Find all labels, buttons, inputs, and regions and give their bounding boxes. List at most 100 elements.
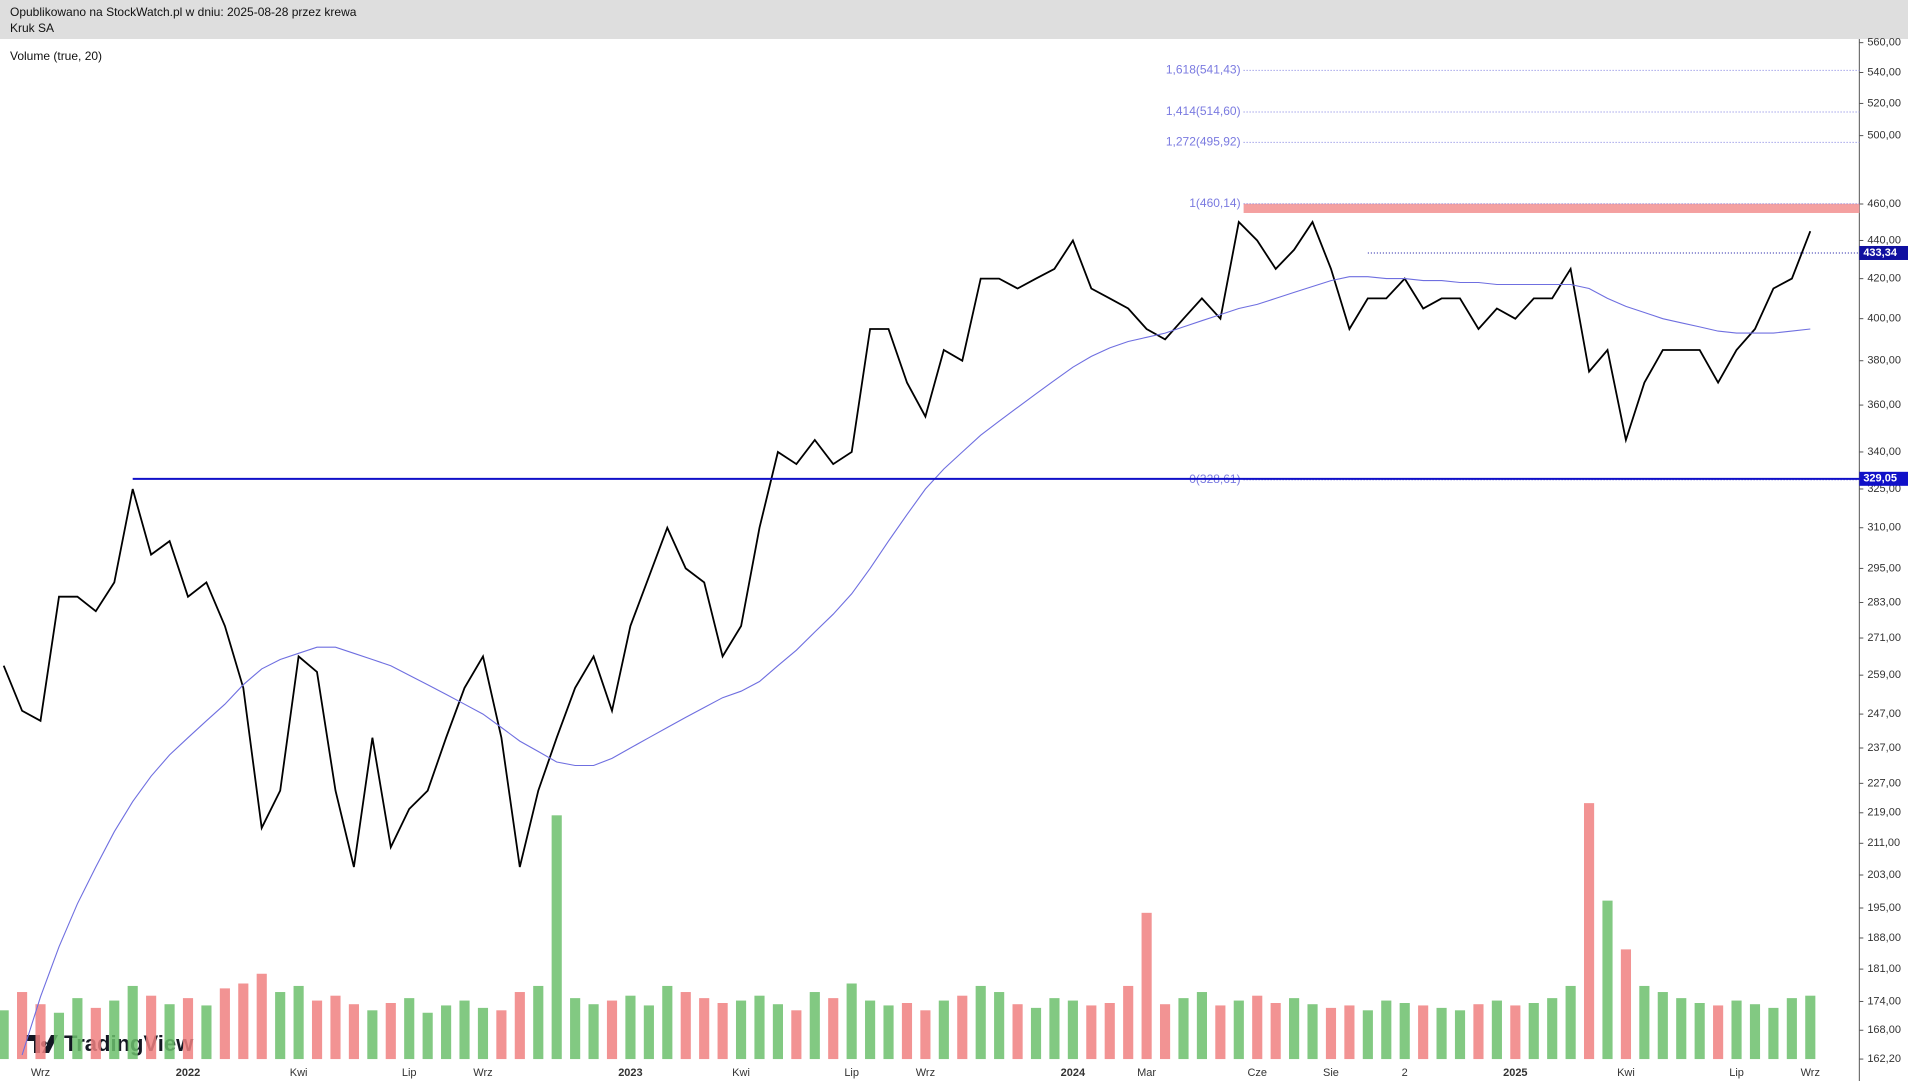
price-label: 329,05 [1863,473,1897,485]
y-tick-label: 283,00 [1867,596,1901,608]
volume-bar [1639,985,1650,1060]
volume-bar [1049,998,1060,1060]
resistance-zone [1243,203,1860,213]
volume-bar [1436,1007,1447,1060]
header: Opublikowano na StockWatch.pl w dniu: 20… [0,0,1908,39]
y-tick-label: 203,00 [1867,869,1901,881]
y-tick-label: 500,00 [1867,130,1901,142]
volume-bar [625,995,636,1060]
volume-bar [1325,1007,1337,1060]
volume-bar [791,1010,802,1060]
volume-bar [957,995,968,1060]
y-tick-label: 195,00 [1867,902,1901,914]
volume-bar [846,983,857,1060]
y-tick-label: 460,00 [1867,198,1901,210]
volume-bar [1528,1003,1539,1060]
volume-bar [1178,998,1189,1060]
volume-bar [1768,1007,1779,1060]
volume-bar [588,1004,599,1060]
y-tick-label: 295,00 [1867,562,1901,574]
volume-bar [146,995,157,1060]
volume-bar [1418,1005,1429,1060]
volume-bar [1583,803,1595,1060]
y-tick-label: 219,00 [1867,807,1901,819]
y-tick-label: 174,00 [1867,995,1901,1007]
volume-bar [238,983,249,1060]
y-tick-label: 440,00 [1867,234,1901,246]
x-tick-label: 2024 [1061,1067,1086,1079]
volume-bar [477,1007,489,1060]
volume-bar [201,1005,212,1060]
volume-bar [1676,998,1687,1060]
volume-bar [662,985,673,1060]
volume-bar [551,815,562,1060]
volume-bar [1196,992,1208,1060]
volume-bar [1547,998,1558,1060]
x-tick-label: Kwi [732,1067,750,1079]
volume-bar [994,992,1005,1060]
volume-bar [1565,985,1576,1060]
price-line [2,220,1812,868]
volume-bar [1104,1003,1115,1060]
volume-bar [1344,1005,1355,1060]
x-tick-label: Sie [1323,1067,1339,1079]
volume-bar [496,1010,507,1060]
volume-bar [1620,949,1632,1060]
x-tick-label: Wrz [31,1067,50,1079]
volume-bar [1141,912,1152,1060]
fib-label: 1,414(514,60) [1166,104,1241,118]
volume-bar [938,1000,949,1060]
x-tick-label: Wrz [473,1067,492,1079]
x-tick-label: Lip [402,1067,417,1079]
volume-bar [1491,1000,1502,1060]
volume-bar [1012,1004,1023,1060]
volume-bar [459,1000,470,1060]
fib-label: 1,272(495,92) [1166,135,1241,149]
volume-bar [809,992,820,1060]
publisher: Opublikowano na StockWatch.pl w dniu: 20… [10,5,357,19]
y-tick-label: 560,00 [1867,37,1901,49]
x-tick-label: Kwi [290,1067,308,1079]
y-tick-label: 188,00 [1867,932,1901,944]
y-tick-label: 181,00 [1867,963,1901,975]
y-tick-label: 168,00 [1867,1024,1901,1036]
y-tick-label: 259,00 [1867,669,1901,681]
x-tick-label: Wrz [916,1067,935,1079]
volume-bar [735,1000,747,1060]
volume-bar [17,992,28,1060]
volume-bar [256,973,267,1060]
volume-bar [865,1000,876,1060]
y-tick-label: 360,00 [1867,399,1901,411]
volume-bar [1252,995,1263,1060]
y-tick-label: 540,00 [1867,66,1901,78]
chart-area [0,39,1908,1081]
volume-bar [367,1010,378,1060]
volume-bar [883,1005,894,1060]
x-tick-label: 2023 [618,1067,642,1079]
y-tick-label: 520,00 [1867,97,1901,109]
fib-label: 1,618(541,43) [1166,62,1241,76]
y-tick-label: 237,00 [1867,742,1901,754]
volume-bar [0,1010,9,1060]
volume-bar [1362,1010,1373,1060]
volume-bar [35,1004,46,1060]
volume-bar [1805,995,1816,1060]
volume-bar [754,995,765,1060]
volume-bar [975,985,986,1060]
volume-bar [1731,1000,1742,1060]
x-tick-label: 2025 [1503,1067,1527,1079]
volume-bar [717,1003,728,1060]
volume-bar [53,1012,65,1060]
volume-bar [901,1003,913,1060]
volume-bar [1399,1003,1410,1060]
volume-bar [1233,1000,1244,1060]
volume-bar [109,1000,120,1060]
volume-bar [404,998,415,1060]
volume-bar [293,985,304,1060]
volume-bar [1473,1004,1484,1060]
x-tick-label: Kwi [1617,1067,1635,1079]
volume-bar [1067,1000,1078,1060]
volume-bar [1602,900,1613,1060]
